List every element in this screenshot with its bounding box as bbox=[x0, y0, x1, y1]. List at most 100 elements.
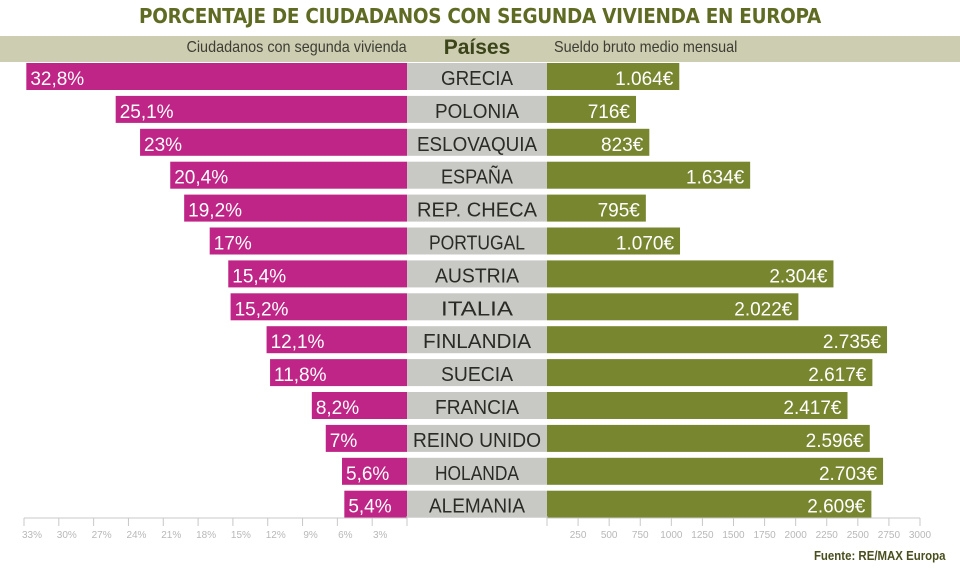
country-band bbox=[407, 63, 547, 90]
country-band bbox=[407, 359, 547, 387]
left-axis-tick-label: 33% bbox=[22, 530, 42, 541]
right-axis-tick-label: 2000 bbox=[785, 530, 808, 541]
country-label: AUSTRIA bbox=[435, 265, 520, 287]
country-band bbox=[407, 293, 547, 321]
salary-bar bbox=[547, 293, 799, 321]
right-axis-tick-label: 1250 bbox=[691, 530, 714, 541]
source-note: Fuente: RE/MAX Europa bbox=[814, 548, 946, 563]
salary-value-label: 1.070€ bbox=[616, 234, 675, 255]
right-axis-tick-label: 2750 bbox=[878, 530, 901, 541]
left-axis-tick-label: 12% bbox=[266, 530, 286, 541]
pct-bar bbox=[266, 326, 407, 354]
right-axis-tick-label: 1500 bbox=[722, 530, 745, 541]
pct-value-label: 20,4% bbox=[174, 168, 228, 189]
left-axis-tick-label: 30% bbox=[57, 530, 77, 541]
salary-value-label: 2.022€ bbox=[734, 299, 793, 320]
right-series-header: Sueldo bruto medio mensual bbox=[554, 39, 738, 56]
pct-value-label: 5,6% bbox=[346, 464, 389, 485]
right-axis-tick-label: 2500 bbox=[847, 530, 870, 541]
pct-value-label: 32,8% bbox=[30, 69, 84, 90]
country-band bbox=[407, 326, 547, 354]
country-band bbox=[407, 490, 547, 518]
left-series-header: Ciudadanos con segunda vivienda bbox=[186, 39, 407, 56]
country-label: POLONIA bbox=[435, 101, 520, 123]
salary-value-label: 2.417€ bbox=[783, 398, 842, 419]
pct-value-label: 19,2% bbox=[188, 201, 242, 222]
pct-value-label: 15,4% bbox=[232, 266, 286, 287]
header-band bbox=[0, 36, 960, 62]
salary-value-label: 1.064€ bbox=[615, 69, 674, 90]
country-label: REINO UNIDO bbox=[413, 430, 541, 452]
salary-bar bbox=[547, 326, 888, 354]
pct-bar bbox=[230, 293, 407, 321]
left-axis-tick-label: 27% bbox=[92, 530, 112, 541]
country-band bbox=[407, 424, 547, 452]
pct-bar bbox=[115, 95, 408, 123]
left-axis-tick-label: 21% bbox=[161, 530, 181, 541]
salary-bar bbox=[547, 260, 834, 288]
country-label: FRANCIA bbox=[435, 397, 520, 419]
pct-bar bbox=[344, 490, 407, 518]
pct-bar bbox=[209, 227, 407, 255]
country-label: ALEMANIA bbox=[429, 496, 526, 518]
pct-value-label: 23% bbox=[144, 135, 182, 156]
pct-value-label: 7% bbox=[330, 431, 358, 452]
salary-bar bbox=[547, 227, 681, 255]
country-band bbox=[407, 128, 547, 156]
salary-bar bbox=[547, 457, 884, 485]
country-label: HOLANDA bbox=[435, 463, 520, 485]
right-axis-tick-label: 1750 bbox=[753, 530, 776, 541]
salary-value-label: 2.609€ bbox=[807, 497, 866, 518]
country-band bbox=[407, 227, 547, 255]
pct-bar bbox=[342, 457, 407, 485]
pct-bar bbox=[140, 128, 407, 156]
right-axis-tick-label: 250 bbox=[570, 530, 587, 541]
country-band bbox=[407, 194, 547, 222]
country-label: REP. CHECA bbox=[417, 200, 538, 222]
country-band bbox=[407, 457, 547, 485]
pct-bar bbox=[311, 392, 407, 419]
right-axis-tick-label: 2250 bbox=[816, 530, 839, 541]
pct-bar bbox=[325, 424, 407, 452]
country-label: ESPAÑA bbox=[441, 165, 514, 189]
pct-bar bbox=[170, 161, 407, 189]
salary-value-label: 823€ bbox=[601, 135, 644, 156]
salary-bar bbox=[547, 490, 872, 518]
left-axis-tick-label: 3% bbox=[373, 530, 388, 541]
left-axis-tick-label: 6% bbox=[338, 530, 353, 541]
country-band bbox=[407, 161, 547, 189]
country-label: PORTUGAL bbox=[429, 233, 525, 255]
pct-value-label: 15,2% bbox=[235, 299, 289, 320]
pct-bar bbox=[26, 63, 407, 90]
salary-value-label: 2.304€ bbox=[769, 266, 828, 287]
right-axis-tick-label: 500 bbox=[601, 530, 618, 541]
pct-value-label: 8,2% bbox=[316, 398, 359, 419]
country-label: SUECIA bbox=[441, 364, 514, 386]
pct-value-label: 17% bbox=[214, 234, 252, 255]
chart-title: PORCENTAJE DE CIUDADANOS CON SEGUNDA VIV… bbox=[139, 4, 821, 28]
pct-value-label: 12,1% bbox=[271, 332, 325, 353]
salary-bar bbox=[547, 194, 646, 222]
country-label: FINLANDIA bbox=[423, 331, 532, 353]
right-axis-tick-label: 3000 bbox=[909, 530, 932, 541]
left-axis-tick-label: 24% bbox=[126, 530, 146, 541]
left-axis-tick-label: 9% bbox=[303, 530, 318, 541]
salary-value-label: 795€ bbox=[598, 201, 641, 222]
country-band bbox=[407, 260, 547, 288]
salary-bar bbox=[547, 128, 650, 156]
countries-header: Países bbox=[443, 36, 511, 59]
right-axis-tick-label: 750 bbox=[632, 530, 649, 541]
salary-value-label: 1.634€ bbox=[686, 168, 745, 189]
country-label: ITALIA bbox=[441, 298, 514, 320]
pct-value-label: 5,4% bbox=[348, 497, 391, 518]
country-label: ESLOVAQUIA bbox=[417, 134, 538, 156]
right-axis-tick-label: 1000 bbox=[660, 530, 683, 541]
salary-bar bbox=[547, 95, 637, 123]
salary-value-label: 2.596€ bbox=[806, 431, 865, 452]
salary-bar bbox=[547, 392, 848, 419]
salary-bar bbox=[547, 161, 751, 189]
salary-value-label: 2.617€ bbox=[808, 365, 867, 386]
pct-bar bbox=[228, 260, 407, 288]
pct-bar bbox=[270, 359, 407, 387]
